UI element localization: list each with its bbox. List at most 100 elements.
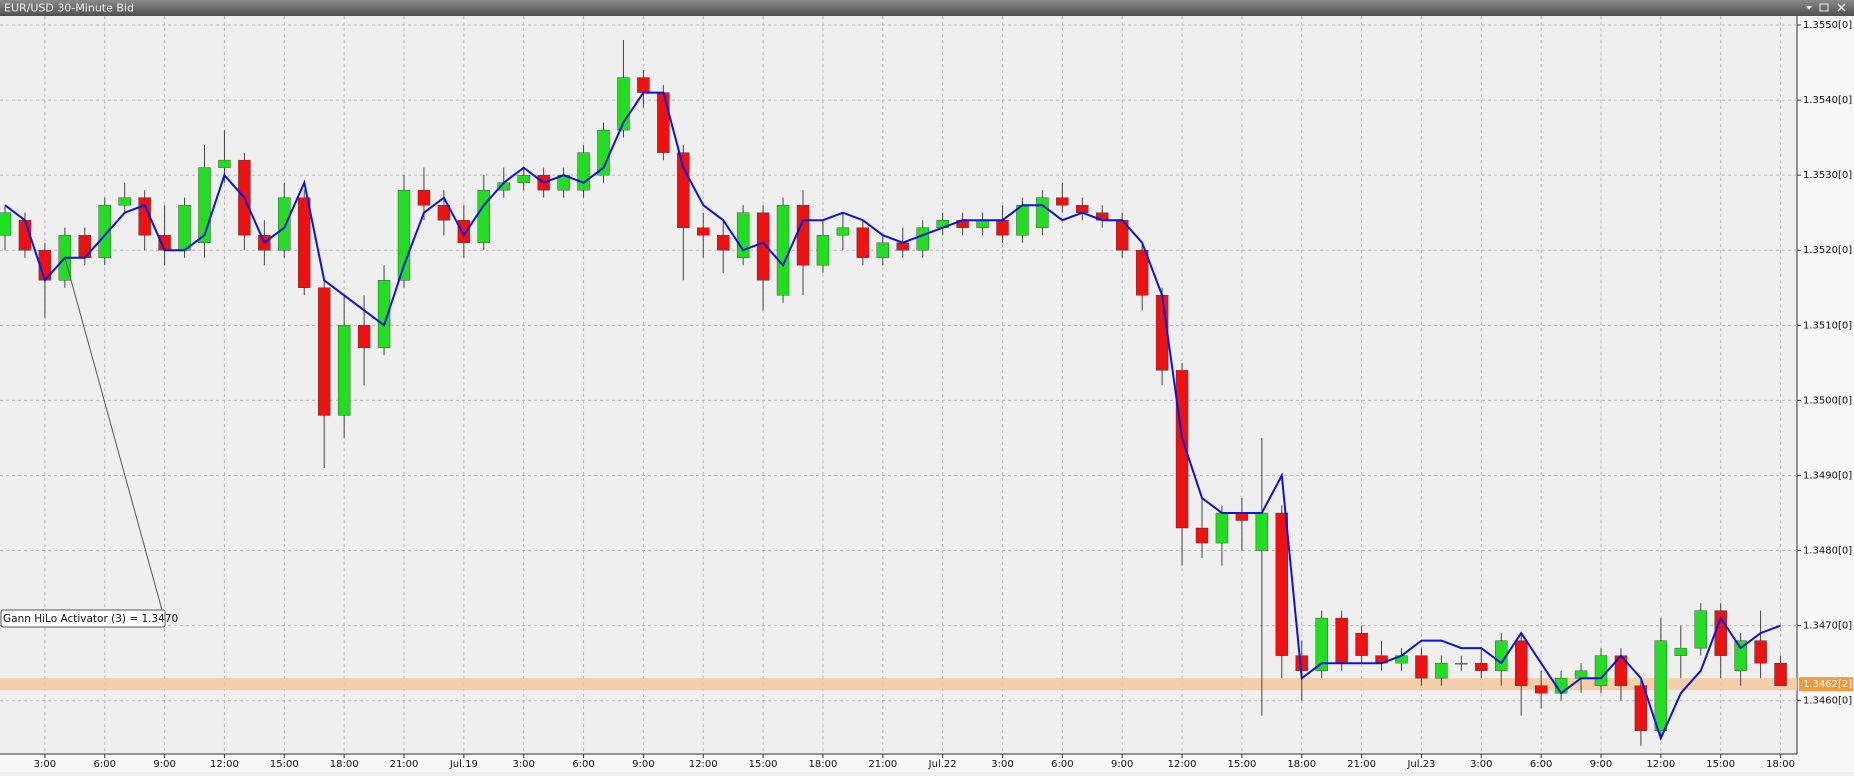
candle-body bbox=[1355, 632, 1368, 656]
menu-button[interactable] bbox=[1806, 6, 1812, 10]
y-tick-label: 1.3460[0] bbox=[1803, 696, 1852, 707]
title-bar bbox=[0, 0, 1854, 16]
x-tick-label: 3:00 bbox=[34, 759, 56, 770]
candle-body bbox=[118, 197, 131, 206]
x-tick-label: 15:00 bbox=[1227, 759, 1256, 770]
candle-body bbox=[1674, 647, 1688, 656]
y-tick-label: 1.3490[0] bbox=[1803, 470, 1852, 481]
x-tick-label: 18:00 bbox=[809, 759, 838, 770]
candle-body bbox=[1335, 617, 1348, 664]
x-tick-label: 12:00 bbox=[210, 759, 239, 770]
x-tick-label: Jul.23 bbox=[1406, 759, 1435, 770]
candle-body bbox=[318, 287, 331, 416]
x-tick-label: 3:00 bbox=[512, 759, 534, 770]
current-price-label: 1.3462[2] bbox=[1803, 679, 1852, 690]
y-tick-label: 1.3510[0] bbox=[1803, 320, 1852, 331]
candle-body bbox=[98, 204, 111, 258]
candle-body bbox=[1056, 197, 1069, 206]
candle-body bbox=[1574, 670, 1588, 679]
candle-body bbox=[1076, 204, 1089, 213]
current-price-box bbox=[1799, 677, 1853, 692]
candle-body bbox=[577, 152, 590, 191]
candle-body bbox=[776, 204, 790, 296]
candle-body bbox=[756, 212, 770, 281]
candle-body bbox=[916, 227, 929, 251]
x-tick-label: 3:00 bbox=[991, 759, 1013, 770]
restore-button[interactable] bbox=[1819, 3, 1829, 12]
candle-body bbox=[996, 220, 1009, 236]
candle-body bbox=[1694, 610, 1707, 649]
candle-body bbox=[1315, 617, 1328, 671]
x-tick-label: 9:00 bbox=[1590, 759, 1612, 770]
candle-body bbox=[1155, 295, 1169, 371]
x-tick-label: 12:00 bbox=[1168, 759, 1197, 770]
x-tick-label: 6:00 bbox=[1530, 759, 1552, 770]
candle-body bbox=[1734, 640, 1747, 671]
candle-body bbox=[836, 227, 850, 236]
candle-body bbox=[0, 212, 12, 236]
candle-body bbox=[1455, 662, 1468, 665]
close-button[interactable] bbox=[1837, 3, 1846, 12]
candle-body bbox=[657, 92, 670, 153]
candle-body bbox=[1415, 655, 1428, 679]
candle-body bbox=[457, 220, 471, 243]
candle-body bbox=[1435, 662, 1448, 679]
x-tick-label: 6:00 bbox=[572, 759, 594, 770]
candle-body bbox=[298, 197, 311, 288]
candle-body bbox=[697, 227, 710, 236]
y-tick-label: 1.3480[0] bbox=[1803, 546, 1852, 557]
x-tick-label: 21:00 bbox=[1347, 759, 1376, 770]
x-tick-label: 15:00 bbox=[270, 759, 299, 770]
candle-body bbox=[1475, 662, 1488, 671]
x-tick-label: 18:00 bbox=[330, 759, 359, 770]
indicator-annotation: Gann HiLo Activator (3) = 1.3470 bbox=[0, 609, 178, 628]
x-tick-label: 9:00 bbox=[632, 759, 654, 770]
y-tick-label: 1.3520[0] bbox=[1803, 245, 1852, 256]
x-tick-label: 3:00 bbox=[1470, 759, 1492, 770]
y-tick-label: 1.3500[0] bbox=[1803, 395, 1852, 406]
candle-body bbox=[198, 167, 211, 243]
x-tick-label: 12:00 bbox=[1646, 759, 1675, 770]
price-axis-panel bbox=[1797, 16, 1854, 772]
candle-body bbox=[976, 220, 989, 228]
y-tick-label: 1.3550[0] bbox=[1803, 20, 1852, 31]
candle-body bbox=[417, 189, 431, 206]
candle-body bbox=[1275, 512, 1289, 656]
candle-body bbox=[437, 204, 451, 221]
candle-body bbox=[337, 325, 351, 416]
candle-body bbox=[856, 227, 870, 258]
candle-body bbox=[1135, 250, 1149, 296]
y-tick-label: 1.3540[0] bbox=[1803, 95, 1852, 106]
x-tick-label: 21:00 bbox=[390, 759, 419, 770]
annotation-text: Gann HiLo Activator (3) = 1.3470 bbox=[3, 613, 178, 625]
candle-body bbox=[1235, 512, 1249, 521]
candle-body bbox=[796, 204, 810, 266]
x-tick-label: Jul.19 bbox=[449, 759, 478, 770]
candle-body bbox=[1514, 640, 1528, 686]
candle-body bbox=[896, 242, 909, 251]
candle-body bbox=[377, 280, 391, 349]
x-tick-label: 9:00 bbox=[153, 759, 175, 770]
x-tick-label: Jul.22 bbox=[928, 759, 957, 770]
x-tick-label: 21:00 bbox=[868, 759, 897, 770]
x-tick-label: 15:00 bbox=[749, 759, 778, 770]
candle-body bbox=[278, 197, 291, 251]
x-tick-label: 6:00 bbox=[94, 759, 116, 770]
candle-body bbox=[1594, 655, 1608, 686]
candle-body bbox=[218, 159, 231, 168]
candle-body bbox=[876, 242, 889, 258]
chart-title: EUR/USD 30-Minute Bid bbox=[4, 2, 134, 15]
candle-body bbox=[477, 189, 490, 243]
window-controls[interactable] bbox=[1806, 3, 1846, 12]
x-tick-label: 15:00 bbox=[1706, 759, 1735, 770]
x-tick-label: 18:00 bbox=[1287, 759, 1316, 770]
candle-body bbox=[357, 325, 371, 349]
candle-body bbox=[1036, 197, 1049, 228]
candle-body bbox=[1215, 512, 1229, 544]
x-tick-label: 9:00 bbox=[1111, 759, 1133, 770]
candle-body bbox=[637, 77, 650, 93]
candle-body bbox=[1754, 640, 1767, 664]
annotation-leader bbox=[64, 257, 163, 611]
